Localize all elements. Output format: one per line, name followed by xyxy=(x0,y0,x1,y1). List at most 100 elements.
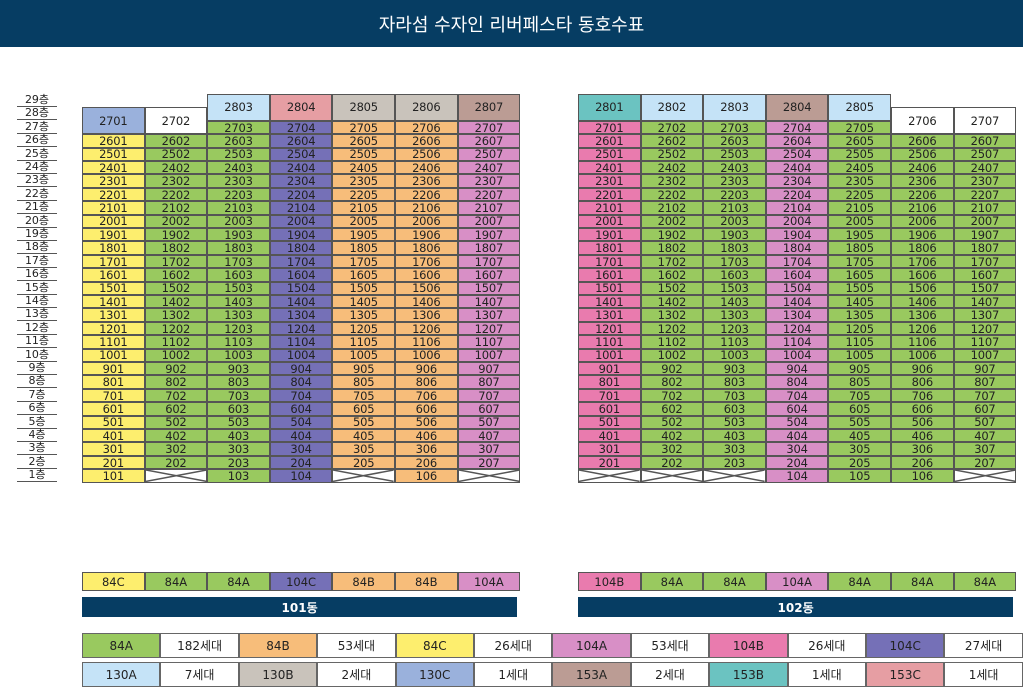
legend-swatch: 153C xyxy=(866,662,945,687)
unit-cell: 201 xyxy=(578,456,641,470)
unit-cell: 1401 xyxy=(82,295,145,309)
unit-cell: 601 xyxy=(82,402,145,416)
floor-label: 18층 xyxy=(17,240,57,255)
unit-cell: 1602 xyxy=(144,268,208,282)
unit-cell: 205 xyxy=(828,456,891,470)
unit-cell: 2201 xyxy=(82,188,145,202)
unit-cell: 1804 xyxy=(765,241,829,255)
unit-cell: 2705 xyxy=(828,121,891,135)
unit-cell: 907 xyxy=(457,362,521,376)
unit-cell: 2203 xyxy=(207,188,270,202)
unit-cell: 702 xyxy=(144,389,208,403)
unit-cell: 602 xyxy=(640,402,704,416)
unit-cell: 1503 xyxy=(207,281,270,295)
unit-cell: 2103 xyxy=(207,201,270,215)
unit-cell: 607 xyxy=(953,402,1017,416)
unit-cell: 406 xyxy=(395,429,458,443)
top-unit-cell: 2701 xyxy=(82,107,145,135)
unit-cell: 1806 xyxy=(395,241,458,255)
unit-cell: 401 xyxy=(82,429,145,443)
unit-cell: 1004 xyxy=(765,348,829,362)
unit-cell: 2401 xyxy=(82,161,145,175)
unit-cell: 1801 xyxy=(82,241,145,255)
unit-cell: 2101 xyxy=(82,201,145,215)
unit-cell: 301 xyxy=(82,442,145,456)
unit-cell: 2703 xyxy=(207,121,270,135)
unit-cell: 702 xyxy=(640,389,704,403)
unit-cell: 1205 xyxy=(332,322,395,336)
unit-cell: 1502 xyxy=(144,281,208,295)
unit-cell: 1007 xyxy=(953,348,1017,362)
unit-cell: 301 xyxy=(578,442,641,456)
unit-cell: 705 xyxy=(332,389,395,403)
unit-cell: 2001 xyxy=(578,214,641,228)
unit-cell: 1704 xyxy=(765,255,829,269)
floor-label: 27층 xyxy=(17,120,57,134)
unit-cell: 405 xyxy=(332,429,395,443)
unit-cell: 1003 xyxy=(703,348,766,362)
unit-cell: 1907 xyxy=(953,228,1017,242)
unit-cell: 502 xyxy=(640,415,704,429)
unit-cell: 801 xyxy=(82,375,145,389)
unit-cell: 1106 xyxy=(891,335,954,349)
unit-cell: 806 xyxy=(891,375,954,389)
unit-cell: 707 xyxy=(457,389,521,403)
unit-cell: 1707 xyxy=(953,255,1017,269)
unit-cell: 1404 xyxy=(269,295,333,309)
legend-swatch: 84A xyxy=(82,633,161,658)
unit-cell: 2302 xyxy=(144,174,208,188)
unit-cell: 302 xyxy=(144,442,208,456)
unit-cell: 1607 xyxy=(457,268,521,282)
legend-swatch: 84C xyxy=(395,633,474,658)
unit-cell: 2005 xyxy=(332,214,395,228)
unit-cell: 606 xyxy=(891,402,954,416)
floor-label: 16층 xyxy=(17,267,57,282)
unit-cell: 2504 xyxy=(765,147,829,161)
unit-cell: 505 xyxy=(828,415,891,429)
unit-cell: 1905 xyxy=(828,228,891,242)
unit-cell: 2202 xyxy=(640,188,704,202)
unit-cell: 905 xyxy=(332,362,395,376)
unit-cell: 2307 xyxy=(953,174,1017,188)
unit-cell: 307 xyxy=(953,442,1017,456)
unit-cell: 701 xyxy=(82,389,145,403)
unit-cell: 2707 xyxy=(457,121,521,135)
unit-cell: 504 xyxy=(765,415,829,429)
floor-label: 26층 xyxy=(17,133,57,148)
unit-cell: 2501 xyxy=(82,147,145,161)
unit-cell: 2103 xyxy=(703,201,766,215)
unit-cell: 2205 xyxy=(828,188,891,202)
unit-cell: 205 xyxy=(332,456,395,470)
unit-cell: 1901 xyxy=(82,228,145,242)
unit-cell: 1806 xyxy=(891,241,954,255)
unit-cell: 1401 xyxy=(578,295,641,309)
top-unit-cell: 2803 xyxy=(703,94,766,121)
unit-type-label: 84B xyxy=(395,572,458,591)
unit-cell: 2203 xyxy=(703,188,766,202)
unit-cell: 605 xyxy=(332,402,395,416)
unit-cell: 1903 xyxy=(207,228,270,242)
unit-cell: 2504 xyxy=(269,147,333,161)
unit-cell: 1005 xyxy=(332,348,395,362)
unit-cell: 2106 xyxy=(891,201,954,215)
unit-cell: 2703 xyxy=(703,121,766,135)
unit-type-label: 104C xyxy=(269,572,333,591)
unit-cell: 1001 xyxy=(578,348,641,362)
unit-cell: 2304 xyxy=(269,174,333,188)
floor-label: 21층 xyxy=(17,200,57,215)
unit-cell: 2305 xyxy=(828,174,891,188)
unit-cell: 1807 xyxy=(953,241,1017,255)
unit-cell: 1907 xyxy=(457,228,521,242)
unit-cell: 1101 xyxy=(82,335,145,349)
unit-cell: 203 xyxy=(207,456,270,470)
unit-cell: 602 xyxy=(144,402,208,416)
unit-cell: 2101 xyxy=(578,201,641,215)
unit-cell: 1606 xyxy=(395,268,458,282)
unit-cell: 1506 xyxy=(891,281,954,295)
unit-type-label: 84A xyxy=(640,572,704,591)
unit-cell: 2601 xyxy=(82,134,145,148)
unit-cell: 1101 xyxy=(578,335,641,349)
unit-cell: 402 xyxy=(640,429,704,443)
unit-cell: 1302 xyxy=(640,308,704,322)
unit-cell: 304 xyxy=(269,442,333,456)
